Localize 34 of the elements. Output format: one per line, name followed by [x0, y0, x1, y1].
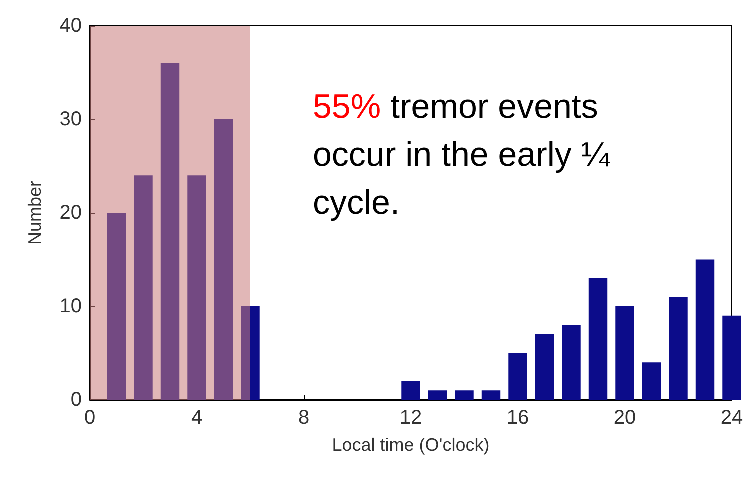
x-tick-label: 20 [614, 407, 636, 429]
y-tick-label: 20 [60, 202, 82, 224]
bar [588, 278, 608, 400]
x-tick-label: 0 [84, 407, 96, 429]
x-tick-label: 24 [720, 407, 744, 429]
bar [214, 120, 234, 400]
bar [696, 260, 715, 400]
bar [562, 325, 581, 400]
bar [669, 297, 688, 400]
bar [134, 176, 153, 400]
bar [455, 390, 474, 400]
x-axis-title: Local time (O'clock) [332, 435, 490, 455]
bar [535, 334, 554, 400]
bar [642, 362, 662, 400]
bar [188, 176, 206, 400]
bar [428, 390, 448, 400]
bar [241, 306, 260, 400]
x-tick-label: 12 [400, 407, 422, 429]
y-tick-label: 10 [60, 296, 82, 318]
bar [508, 353, 528, 400]
bar [107, 213, 126, 400]
x-tick-label: 4 [191, 407, 203, 429]
annotation: 55% tremor events occur in the early ¼ cycle. [313, 88, 620, 222]
x-tick-label: 16 [506, 407, 530, 429]
bar [616, 306, 634, 400]
bar [160, 63, 180, 400]
bar [722, 316, 742, 400]
y-tick-label: 0 [70, 389, 82, 411]
y-tick-label: 30 [60, 108, 82, 130]
bar [482, 390, 501, 400]
bar [402, 381, 420, 400]
x-tick-label: 8 [298, 407, 310, 429]
y-axis-title: Number [25, 180, 45, 246]
y-tick-label: 40 [60, 15, 82, 37]
